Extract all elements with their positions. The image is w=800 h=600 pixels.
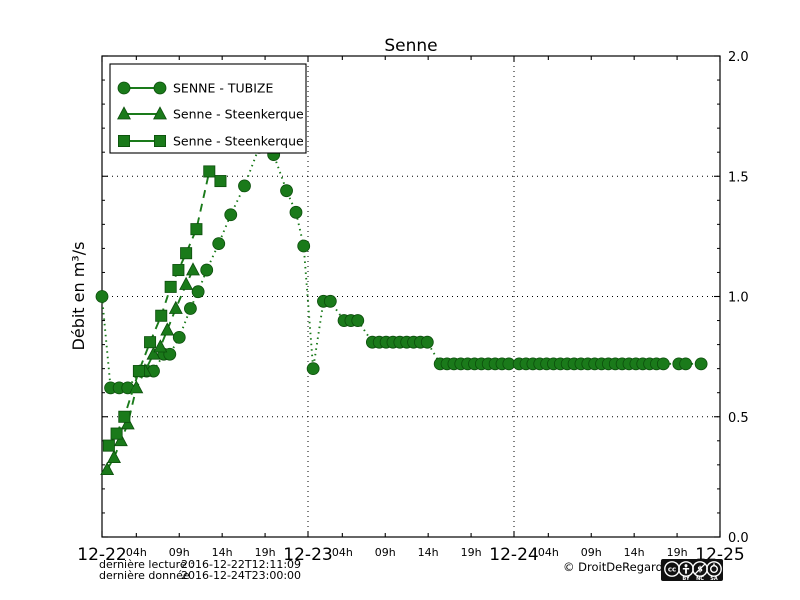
data-point-legend-square: [118, 134, 131, 147]
x-tick-label: 04h: [538, 546, 559, 559]
data-point-square: [155, 309, 168, 322]
y-tick-label: 1.5: [728, 170, 749, 185]
last-read-label: dernière lecture :: [99, 558, 194, 571]
data-point-legend-triangle: [153, 106, 167, 120]
cc-nc-label: NC: [696, 576, 704, 582]
data-point-triangle: [186, 262, 200, 276]
chart-legend: SENNE - TUBIZE Senne - Steenkerque Senne -…: [109, 63, 307, 154]
data-point-triangle: [179, 276, 194, 290]
x-tick-label: 09h: [375, 546, 396, 559]
cc-license-badge[interactable]: cc $ BY NC SA: [661, 559, 723, 582]
chart-title: Senne: [384, 36, 437, 56]
data-point-triangle: [113, 433, 128, 447]
x-tick-label: 04h: [126, 546, 147, 559]
last-data-value: 2016-12-24T23:00:00: [181, 569, 301, 582]
data-series-layer: [95, 140, 708, 476]
data-point-legend-circle: [153, 81, 167, 95]
data-point-square: [190, 223, 203, 236]
data-point-triangle: [107, 449, 121, 464]
cc-sa-label: SA: [710, 576, 718, 582]
data-point-triangle: [160, 322, 175, 336]
data-point-circle: [351, 314, 365, 327]
cc-badge-background: [661, 559, 723, 581]
data-point-circle: [200, 263, 214, 277]
series-1-circle: [95, 140, 708, 395]
data-point-circle: [420, 335, 434, 349]
last-read-value: 2016-12-22T12:11:09: [181, 558, 301, 571]
data-point-circle: [656, 357, 670, 371]
y-axis-title: Débit en m³/s: [69, 242, 88, 351]
data-point-square: [132, 365, 145, 378]
data-point-circle: [172, 330, 186, 344]
data-point-circle: [163, 347, 177, 361]
data-point-square: [203, 165, 216, 178]
data-point-square: [118, 410, 131, 423]
data-point-triangle: [168, 300, 183, 314]
grid-lines: [102, 56, 720, 537]
legend-frame: [109, 63, 307, 154]
svg-text:cc: cc: [668, 566, 676, 574]
x-tick-label: 19h: [667, 546, 688, 559]
data-point-circle: [306, 362, 320, 376]
legend-item-3[interactable]: Senne - Steenkerque: [118, 134, 304, 149]
x-tick-label: 12-23: [283, 545, 332, 565]
legend-label: SENNE - TUBIZE: [173, 81, 273, 96]
data-point-circle: [238, 179, 251, 193]
data-point-triangle: [100, 461, 115, 476]
legend-item-1[interactable]: SENNE - TUBIZE: [117, 81, 273, 96]
data-point-square: [214, 175, 227, 188]
x-tick-label: 14h: [212, 546, 233, 559]
data-point-circle: [224, 208, 238, 222]
x-tick-label: 12-24: [489, 545, 538, 565]
data-point-legend-circle: [117, 81, 131, 95]
data-point-square: [180, 247, 193, 260]
x-tick-label: 09h: [581, 546, 602, 559]
data-point-circle: [280, 184, 293, 198]
legend-item-2[interactable]: Senne - Steenkerque: [117, 106, 304, 122]
series-3-square: [102, 165, 227, 452]
data-point-square: [110, 427, 123, 440]
legend-label: Senne - Steenkerque: [173, 107, 304, 122]
data-point-triangle: [153, 339, 168, 353]
sa-icon: [706, 561, 722, 577]
data-point-square: [144, 336, 157, 349]
data-point-circle: [289, 205, 303, 219]
data-point-circle: [679, 357, 693, 371]
y-tick-label: 2.0: [728, 50, 749, 65]
data-point-circle: [297, 239, 311, 253]
x-tick-label: 14h: [624, 546, 645, 559]
legend-label: Senne - Steenkerque: [173, 134, 304, 149]
data-point-legend-triangle: [117, 106, 131, 120]
data-point-circle: [323, 294, 337, 308]
data-point-circle: [694, 357, 708, 371]
data-point-square: [102, 439, 115, 452]
x-tick-label: 09h: [169, 546, 190, 559]
data-point-square: [172, 264, 185, 277]
x-tick-label: 12-22: [77, 545, 126, 565]
x-tick-label: 19h: [255, 546, 276, 559]
series-line: [101, 146, 702, 389]
data-point-circle: [212, 237, 226, 250]
x-tick-label: 14h: [418, 546, 439, 559]
x-tick-label: 19h: [461, 546, 482, 559]
cc-by-label: BY: [682, 576, 690, 582]
data-point-triangle: [120, 416, 135, 430]
legend-entries: SENNE - TUBIZE Senne - Steenkerque Senne -…: [117, 81, 304, 149]
data-point-circle: [95, 290, 109, 303]
y-axis-tick-labels: 0.0 0.5 1.0 1.5 2.0: [728, 50, 749, 546]
y-tick-label: 0.5: [728, 411, 749, 426]
last-data-label: dernière donnée: [99, 569, 190, 582]
y-tick-label: 0.0: [728, 531, 749, 546]
data-point-circle: [184, 302, 197, 315]
data-point-circle: [191, 285, 205, 299]
y-tick-label: 1.0: [728, 291, 749, 306]
data-point-legend-square: [153, 134, 166, 147]
data-point-square: [164, 280, 177, 293]
credit-text: © DroitDeRegard.be: [563, 560, 681, 574]
footer-annotations: dernière lecture : 2016-12-22T12:11:09 d…: [99, 558, 301, 582]
x-tick-label: 04h: [332, 546, 353, 559]
data-point-triangle: [146, 346, 161, 360]
